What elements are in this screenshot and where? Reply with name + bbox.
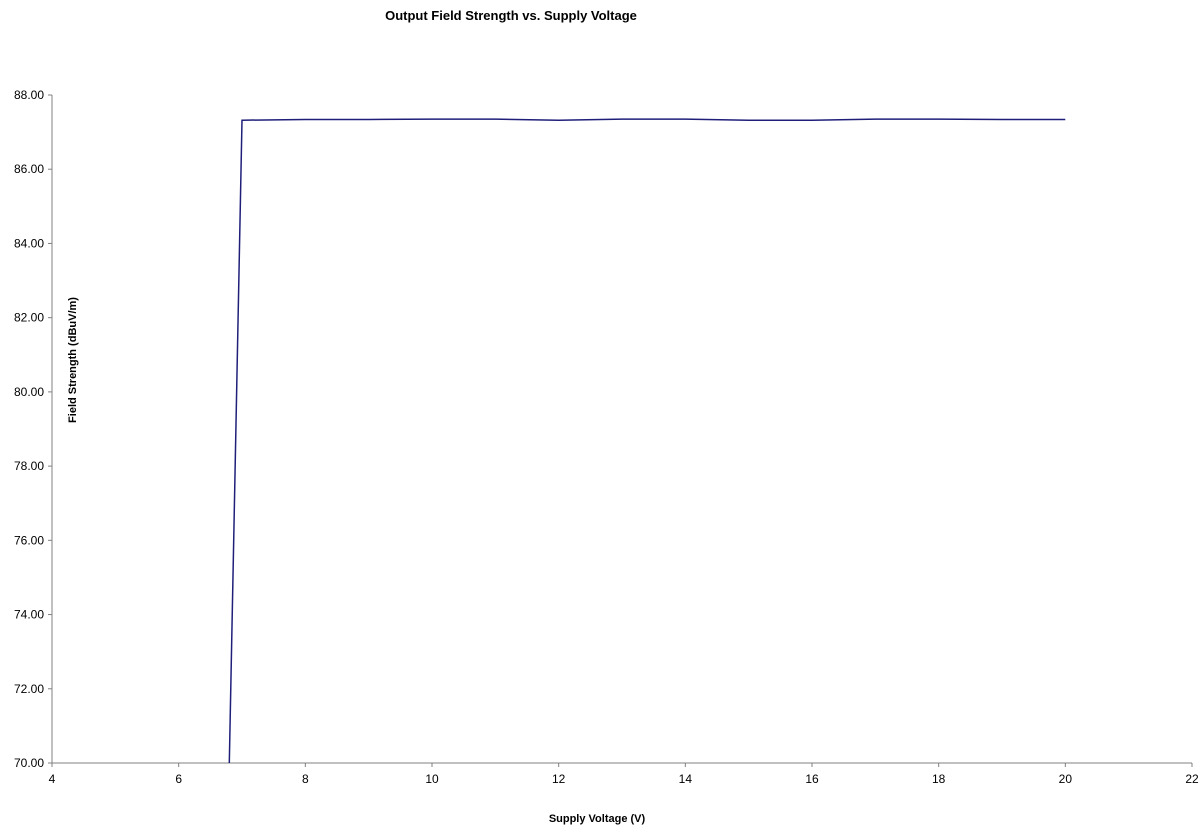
y-tick-label: 84.00 [14, 236, 44, 250]
x-tick-label: 16 [805, 772, 819, 786]
x-tick-label: 22 [1185, 772, 1199, 786]
x-tick-label: 10 [425, 772, 439, 786]
y-ticks: 70.00 72.00 74.00 76.00 78.00 80.00 82.00 84.00… [14, 88, 52, 770]
y-tick-label: 86.00 [14, 162, 44, 176]
x-tick-label: 18 [932, 772, 946, 786]
x-tick-label: 14 [679, 772, 693, 786]
x-tick-label: 4 [49, 772, 56, 786]
y-tick-label: 80.00 [14, 385, 44, 399]
y-tick-label: 76.00 [14, 533, 44, 547]
x-axis-label: Supply Voltage (V) [549, 813, 646, 825]
y-tick-label: 72.00 [14, 682, 44, 696]
series-line [228, 118, 1066, 764]
x-ticks: 4 6 8 10 12 14 16 18 20 22 [49, 763, 1199, 786]
y-tick-label: 74.00 [14, 608, 44, 622]
x-tick-label: 12 [552, 772, 566, 786]
y-tick-label: 70.00 [14, 756, 44, 770]
y-tick-label: 78.00 [14, 459, 44, 473]
y-tick-label: 82.00 [14, 311, 44, 325]
x-tick-label: 6 [175, 772, 182, 786]
y-axis-label: Field Strength (dBuV/m) [67, 297, 79, 423]
plot-series [228, 118, 1066, 764]
x-tick-label: 8 [302, 772, 309, 786]
chart-title: Output Field Strength vs. Supply Voltage [385, 8, 637, 23]
x-tick-label: 20 [1059, 772, 1073, 786]
y-tick-label: 88.00 [14, 88, 44, 102]
